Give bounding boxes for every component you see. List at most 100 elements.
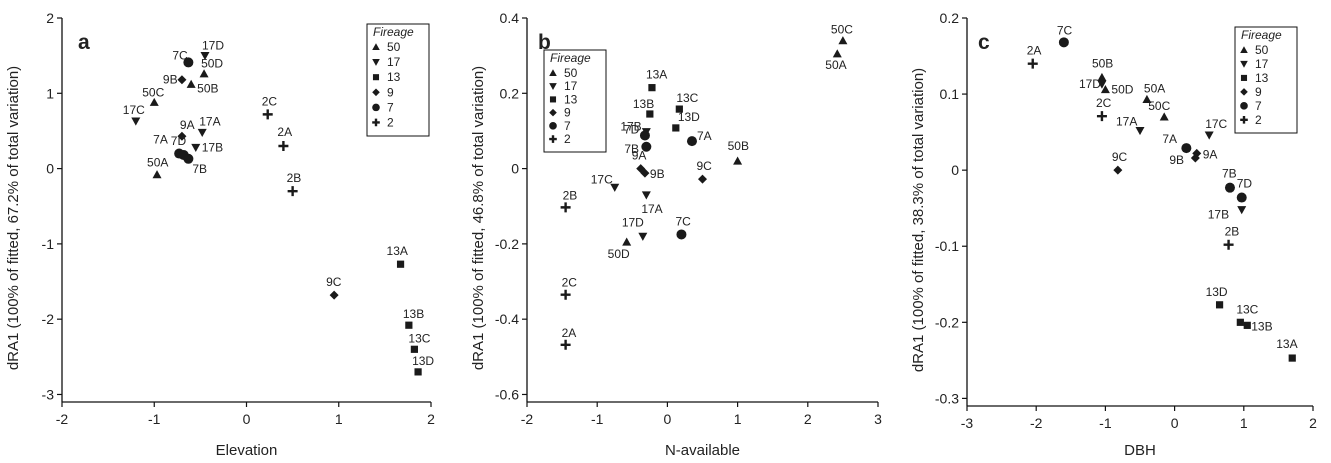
point-label: 17C (1205, 117, 1227, 131)
legend-marker (549, 96, 557, 103)
panel-c: -3 -2 -1 0 1 2 -0.3 -0.2 -0.1 0 0.1 0.2 DBH dRA1 (100… (910, 10, 1317, 459)
point-label: 50D (1111, 83, 1133, 97)
x-tick-label: 1 (335, 411, 343, 427)
legend-marker (549, 122, 557, 130)
y-tick-label: -0.3 (935, 390, 959, 406)
legend-marker (1240, 88, 1248, 96)
point-label: 17A (1116, 115, 1137, 129)
point-label: 13B (403, 307, 424, 321)
point-label: 7D (171, 134, 187, 148)
data-point (639, 130, 650, 141)
point-label: 7D (1237, 177, 1253, 191)
legend-title: Fireage (550, 51, 591, 65)
data-point (832, 49, 842, 58)
data-point (1224, 182, 1235, 193)
point-label: 50A (1144, 81, 1165, 95)
x-tick-label: -1 (591, 411, 604, 427)
y-axis-title: dRA1 (100% of fitted, 46.8% of total var… (470, 66, 487, 370)
point-label: 2A (277, 125, 292, 139)
data-point (1243, 321, 1251, 329)
y-tick-label: -3 (42, 386, 55, 402)
point-label: 50C (142, 85, 164, 99)
legend-label: 17 (387, 55, 401, 69)
point-label: 9B (163, 73, 178, 87)
data-point (329, 290, 339, 300)
point-label: 13D (678, 110, 700, 124)
point-label: 17A (199, 114, 220, 128)
data-point (1190, 153, 1200, 163)
point-label: 50C (1148, 99, 1170, 113)
data-point (197, 128, 207, 137)
point-label: 13B (1251, 319, 1272, 333)
legend-marker (1240, 46, 1248, 54)
data-point (560, 289, 571, 300)
legend-label: 2 (1255, 113, 1262, 127)
data-point (560, 202, 571, 213)
data-point (152, 170, 162, 179)
point-label: 7A (153, 133, 168, 147)
y-tick-label: 0 (951, 162, 959, 178)
legend-marker (549, 135, 557, 143)
point-label: 50A (147, 156, 168, 170)
legend-marker (372, 118, 380, 127)
data-point (1100, 85, 1110, 94)
legend-label: 7 (387, 100, 394, 114)
x-axis-title: N-available (665, 442, 740, 459)
point-label: 2C (562, 276, 578, 290)
point-label: 17B (1208, 208, 1229, 222)
x-tick-label: 0 (243, 411, 251, 427)
data-point (131, 117, 141, 126)
data-point (149, 97, 159, 106)
point-label: 2B (287, 171, 302, 185)
data-point (1204, 131, 1214, 140)
data-point (1027, 58, 1038, 69)
legend-label: 13 (564, 92, 578, 106)
legend-label: 17 (564, 79, 578, 93)
point-label: 9B (650, 167, 665, 181)
data-point (675, 105, 683, 113)
data-point (676, 229, 687, 240)
point-label: 2A (1027, 44, 1042, 58)
data-point (1058, 37, 1069, 48)
x-tick-label: -1 (1099, 415, 1112, 431)
y-tick-label: 0.2 (500, 85, 520, 101)
data-point (186, 79, 196, 88)
point-label: 50C (831, 23, 853, 37)
panel-b: -2 -1 0 1 2 3 -0.6 -0.4 -0.2 0 0.2 0.4 N-available dR… (470, 10, 882, 459)
point-label: 7A (1162, 132, 1177, 146)
data-point (199, 69, 209, 78)
legend-marker (549, 69, 557, 77)
legend-marker (1240, 102, 1248, 110)
point-label: 17C (123, 103, 145, 117)
legend-title: Fireage (1241, 28, 1282, 42)
legend-label: 9 (387, 85, 394, 99)
y-tick-label: -0.4 (495, 311, 519, 327)
legend-marker (372, 59, 380, 66)
legend-marker (549, 83, 557, 91)
point-label: 9C (1112, 150, 1128, 164)
data-point (641, 191, 651, 200)
point-label: 13C (1236, 302, 1258, 316)
point-label: 9B (1169, 153, 1184, 167)
point-label: 50B (197, 81, 218, 95)
y-tick-label: 2 (46, 10, 54, 26)
point-label: 9A (632, 149, 647, 163)
data-point (648, 84, 656, 92)
y-tick-label: -1 (42, 236, 55, 252)
y-tick-label: 0.4 (500, 10, 520, 26)
data-point (287, 186, 298, 197)
legend-marker (1240, 60, 1248, 68)
point-label: 2C (1096, 96, 1112, 110)
data-point (1223, 239, 1234, 250)
data-point (1288, 354, 1296, 362)
point-label: 50D (201, 57, 223, 71)
data-point (1142, 94, 1152, 104)
data-point (278, 141, 289, 151)
y-tick-label: 0 (46, 161, 54, 177)
data-point (405, 321, 413, 329)
